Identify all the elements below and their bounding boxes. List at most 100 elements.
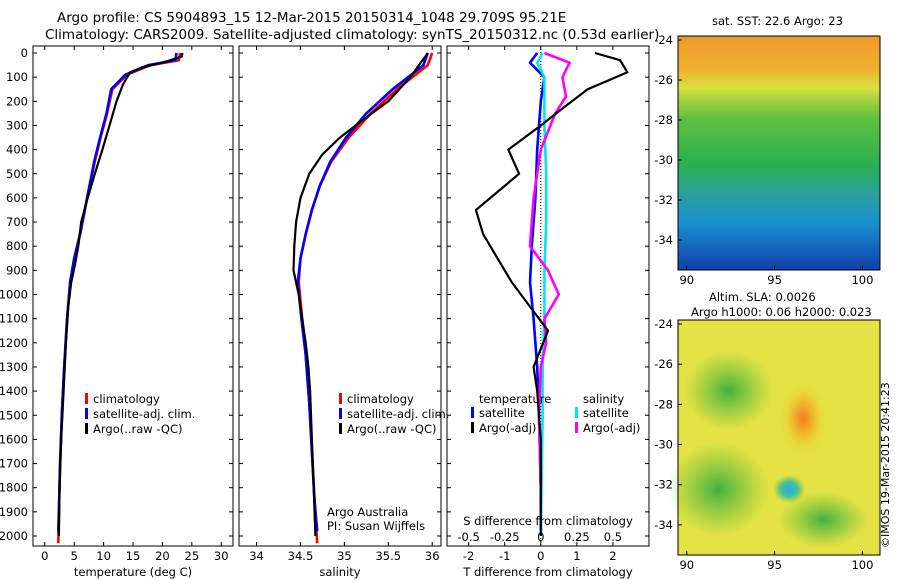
depth-tick-label: 1300 [0, 360, 28, 374]
depth-tick-label: 1900 [0, 505, 28, 519]
legend-swatch [339, 408, 342, 419]
sla-map-title-line1: Altim. SLA: 0.0026 [709, 290, 816, 304]
depth-tick-label: 1000 [0, 288, 28, 302]
depth-tick-label: 1200 [0, 336, 28, 350]
depth-tick-label: 2000 [0, 529, 28, 543]
depth-tick-label: 100 [6, 70, 28, 84]
panel-frame [32, 45, 234, 547]
legend-swatch [85, 408, 88, 419]
series-line-2 [296, 52, 430, 532]
map-y-tick-label: -28 [654, 397, 673, 411]
map-y-tick-label: -34 [654, 233, 673, 247]
secondary-tick-label: 0.25 [564, 530, 590, 544]
secondary-tick-label: -0.5 [457, 530, 479, 544]
map-y-tick-label: -26 [654, 357, 673, 371]
map-y-tick-label: -24 [654, 33, 673, 47]
legend-label: Argo(-adj) [583, 421, 640, 435]
depth-tick-label: 800 [6, 239, 28, 253]
legend-label: climatology [93, 392, 160, 406]
depth-tick-label: 1700 [0, 457, 28, 471]
map-x-tick-label: 90 [679, 273, 694, 287]
climatology-title: Climatology: CARS2009. Satellite-adjuste… [45, 27, 660, 43]
sst-map: 90 95 100 -24 -26 -28 -30 -32 -34 [654, 33, 881, 287]
depth-tick-label: 1800 [0, 481, 28, 495]
x-tick-label: 35 [337, 549, 352, 563]
sla-map-title-line2: Argo h1000: 0.06 h2000: 0.023 [691, 305, 872, 319]
legend-swatch [471, 407, 474, 418]
series-line-4 [474, 51, 629, 536]
series-line-2 [535, 52, 548, 537]
annotation-text: Argo Australia [327, 505, 408, 519]
series-line-2 [57, 52, 178, 532]
legend-swatch [471, 422, 474, 433]
series-line-3 [292, 52, 429, 537]
legend-label: Argo(..raw -QC) [93, 422, 183, 436]
map-frame [677, 35, 881, 271]
panel-frame [238, 45, 442, 547]
secondary-tick-label: -0.25 [490, 530, 520, 544]
legend-label: satellite [583, 406, 629, 420]
map-y-tick-label: -30 [654, 438, 673, 452]
legend-label: satellite [479, 406, 525, 420]
legend-header-salinity: salinity [583, 392, 624, 406]
sst-map-title: sat. SST: 22.6 Argo: 23 [712, 14, 843, 28]
depth-tick-label: 200 [6, 94, 28, 108]
depth-tick-label: 600 [6, 191, 28, 205]
x-axis-label: salinity [319, 565, 360, 579]
x-tick-label: -2 [463, 549, 474, 563]
legend-swatch [85, 423, 88, 434]
legend-label: Argo(-adj) [479, 421, 536, 435]
x-tick-label: 30 [214, 549, 229, 563]
depth-tick-label: 900 [6, 263, 28, 277]
sst-field [678, 36, 880, 270]
depth-tick-label: 1400 [0, 384, 28, 398]
map-x-tick-label: 90 [679, 558, 694, 572]
sla-map: 90 95 100 -24 -26 -28 -30 -32 -34 [654, 317, 881, 572]
x-tick-label: 25 [185, 549, 200, 563]
secondary-tick-label: 0.5 [604, 530, 622, 544]
map-frame [677, 319, 881, 556]
profile-panel-3: -2 -1 0 1 2 T difference from climatology temp… [446, 45, 650, 579]
legend-label: satellite-adj. clim. [347, 407, 449, 421]
legend-header-temperature: temperature [479, 392, 551, 406]
sla-high-region [779, 381, 828, 457]
map-y-tick-label: -28 [654, 113, 673, 127]
map-y-tick-label: -26 [654, 73, 673, 87]
x-tick-label: -1 [499, 549, 510, 563]
map-y-tick-label: -24 [654, 317, 673, 331]
x-tick-label: 2 [609, 549, 616, 563]
depth-tick-label: 300 [6, 118, 28, 132]
x-axis-label: T difference from climatology [462, 565, 633, 579]
legend-label: satellite-adj. clim. [93, 407, 195, 421]
panel-frame [446, 45, 650, 547]
depth-tick-label: 1600 [0, 432, 28, 446]
x-tick-label: 36 [425, 549, 440, 563]
map-y-tick-label: -34 [654, 518, 673, 532]
map-y-tick-label: -30 [654, 153, 673, 167]
depth-tick-label: 500 [6, 167, 28, 181]
sla-low-core [772, 475, 806, 504]
secondary-tick-label: 0 [537, 530, 544, 544]
legend-swatch [575, 407, 578, 418]
series-line-1 [297, 52, 434, 544]
x-tick-label: 10 [96, 549, 111, 563]
sla-low-region [684, 350, 773, 431]
x-tick-label: 35.5 [375, 549, 401, 563]
annotation-text: PI: Susan Wijffels [327, 519, 425, 533]
depth-tick-label: 1500 [0, 408, 28, 422]
x-tick-label: 34 [249, 549, 264, 563]
depth-tick-label: 0 [21, 46, 28, 60]
x-tick-label: 15 [126, 549, 141, 563]
x-tick-label: 0 [41, 549, 48, 563]
profile-panel-1: 0100200300400500600700800900100011001200… [0, 45, 234, 579]
map-y-tick-label: -32 [654, 478, 673, 492]
secondary-axis-label: S difference from climatology [463, 514, 633, 528]
profile-panel-2: 34 34.5 35 35.5 36 salinity climatologysatelli… [238, 45, 449, 579]
depth-tick-label: 700 [6, 215, 28, 229]
depth-tick-label: 400 [6, 143, 28, 157]
sla-low-region [779, 491, 868, 548]
map-y-tick-label: -32 [654, 193, 673, 207]
series-line-3 [528, 51, 571, 488]
legend-swatch [339, 393, 342, 404]
